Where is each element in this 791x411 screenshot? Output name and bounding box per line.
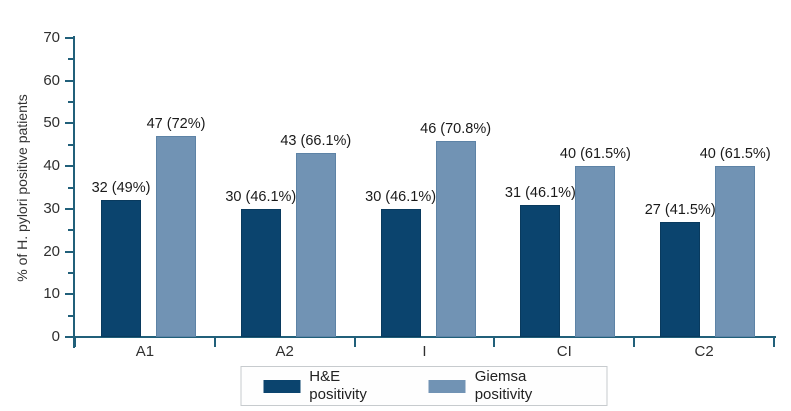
bar-h-e-a1: [101, 200, 141, 337]
y-minor-tick: [68, 186, 73, 189]
x-category-label-c2: C2: [694, 343, 714, 360]
y-tick-label: 10: [43, 285, 60, 303]
legend-item-giemsa-positivity: Giemsa positivity: [428, 368, 585, 404]
x-category-label-ci: CI: [556, 343, 572, 360]
y-major-tick: [65, 207, 73, 210]
bar-giemsa-a1: [156, 136, 196, 337]
legend-swatch-icon: [263, 379, 301, 393]
y-minor-tick: [68, 271, 73, 274]
x-category-label-a1: A1: [135, 343, 155, 360]
y-major-tick: [65, 336, 73, 338]
legend-swatch-icon: [428, 379, 466, 393]
bar-giemsa-ci: [575, 166, 616, 337]
bar-value-label: 31 (46.1%): [504, 184, 576, 201]
bar-value-label: 30 (46.1%): [225, 188, 297, 205]
x-boundary-tick: [773, 338, 775, 347]
x-category-label-i: I: [422, 343, 427, 360]
y-tick-label: 20: [43, 242, 60, 260]
bar-giemsa-a2: [295, 153, 336, 337]
y-tick-label: 30: [43, 199, 60, 217]
x-axis-line: [73, 336, 776, 338]
bar-value-label: 30 (46.1%): [365, 188, 437, 205]
y-major-tick: [65, 37, 73, 39]
bar-h-e-c2: [660, 221, 701, 337]
bar-h-e-a2: [240, 208, 281, 337]
y-tick-label: 50: [43, 114, 60, 132]
y-major-tick: [65, 122, 73, 125]
y-tick-label: 40: [43, 157, 60, 175]
y-axis-line: [73, 36, 75, 348]
legend-item-h-e-positivity: H&E positivity: [263, 368, 399, 404]
y-minor-tick: [68, 58, 73, 61]
bar-h-e-ci: [520, 204, 561, 337]
bar-giemsa-i: [435, 140, 476, 337]
bar-h-e-i: [380, 208, 421, 337]
x-boundary-tick: [493, 338, 496, 347]
y-major-tick: [65, 79, 73, 82]
bar-value-label: 47 (72%): [146, 116, 206, 133]
y-tick-label: 60: [43, 71, 60, 89]
bar-value-label: 32 (49%): [91, 180, 151, 197]
bar-value-label: 43 (66.1%): [280, 133, 352, 150]
bar-value-label: 40 (61.5%): [699, 146, 771, 163]
x-boundary-tick: [74, 338, 76, 347]
bar-value-label: 40 (61.5%): [559, 146, 631, 163]
legend: H&E positivity Giemsa positivity: [240, 366, 608, 406]
x-boundary-tick: [353, 338, 356, 347]
y-major-tick: [65, 250, 73, 253]
x-category-label-a2: A2: [275, 343, 294, 360]
y-minor-tick: [68, 143, 73, 146]
legend-label: Giemsa positivity: [474, 368, 533, 403]
y-major-tick: [65, 293, 73, 296]
y-tick-label: 70: [43, 29, 60, 46]
bar-giemsa-c2: [715, 166, 756, 337]
bar-value-label: 46 (70.8%): [420, 120, 492, 137]
y-minor-tick: [68, 314, 73, 317]
y-major-tick: [65, 165, 73, 168]
y-minor-tick: [68, 101, 73, 104]
x-boundary-tick: [633, 338, 636, 347]
bar-value-label: 27 (41.5%): [644, 201, 716, 218]
legend-label: H&E positivity: [309, 368, 367, 403]
x-boundary-tick: [213, 338, 216, 347]
y-minor-tick: [68, 229, 73, 232]
y-tick-label: 0: [51, 328, 60, 345]
